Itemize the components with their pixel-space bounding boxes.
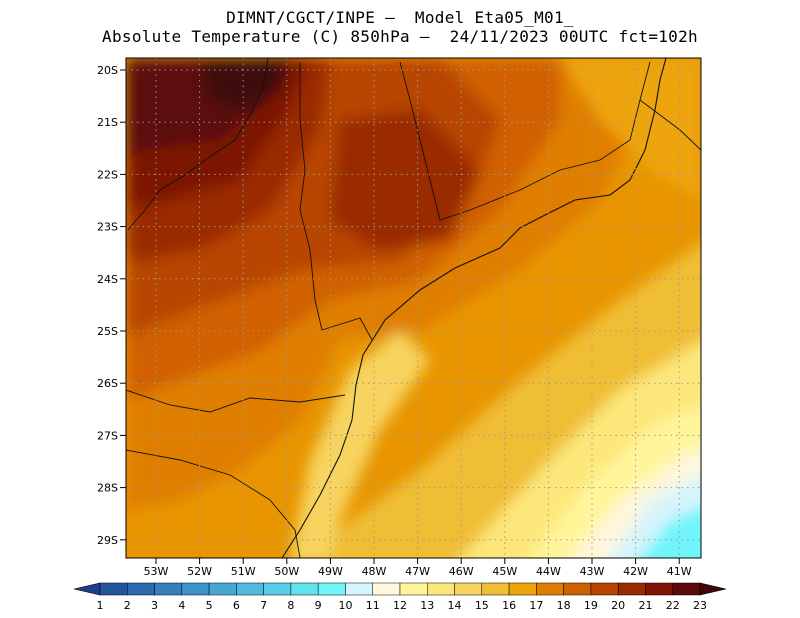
- colorbar-label: 1: [97, 599, 104, 612]
- colorbar-label: 11: [366, 599, 380, 612]
- colorbar-segment: [236, 582, 264, 596]
- lat-label: 27S: [97, 429, 118, 442]
- colorbar-label: 15: [475, 599, 489, 612]
- lat-label: 28S: [97, 482, 118, 495]
- lat-label: 29S: [97, 534, 118, 547]
- lon-label: 47W: [405, 565, 430, 578]
- lon-label: 49W: [318, 565, 343, 578]
- colorbar-segment: [536, 582, 564, 596]
- colorbar-segment: [399, 582, 428, 596]
- colorbar-segment: [617, 582, 646, 596]
- lat-label: 21S: [97, 116, 118, 129]
- longitude-axis: 53W 52W 51W 50W 49W 48W 47W 46W 45W 44W 43W 42W 41W: [144, 558, 692, 578]
- colorbar-label: 7: [260, 599, 267, 612]
- colorbar-segment: [290, 582, 319, 596]
- lon-label: 45W: [492, 565, 517, 578]
- colorbar-segment: [563, 582, 592, 596]
- lat-label: 24S: [97, 273, 118, 286]
- lon-label: 51W: [231, 565, 256, 578]
- colorbar-segment: [645, 582, 673, 596]
- colorbar-segment: [208, 582, 237, 596]
- lat-label: 20S: [97, 64, 118, 77]
- lon-label: 44W: [536, 565, 561, 578]
- map-subtitle: Absolute Temperature (C) 850hPa – 24/11/…: [102, 27, 698, 46]
- map-frame: [125, 57, 702, 559]
- colorbar-label: 6: [233, 599, 240, 612]
- colorbar-label: 19: [584, 599, 598, 612]
- colorbar-segment: [99, 582, 128, 596]
- colorbar-label: 17: [529, 599, 543, 612]
- colorbar-label: 14: [448, 599, 462, 612]
- lat-label: 23S: [97, 221, 118, 234]
- colorbar-label: 4: [178, 599, 185, 612]
- lon-label: 48W: [362, 565, 387, 578]
- colorbar-label: 16: [502, 599, 516, 612]
- temperature-field: [126, 58, 701, 558]
- lon-label: 43W: [580, 565, 605, 578]
- colorbar-segment: [345, 582, 373, 596]
- lon-label: 41W: [667, 565, 692, 578]
- colorbar-segment: [263, 582, 292, 596]
- map-title: DIMNT/CGCT/INPE – Model Eta05_M01_: [226, 8, 574, 27]
- lat-label: 26S: [97, 377, 118, 390]
- lon-label: 46W: [449, 565, 474, 578]
- state-boundaries: [126, 58, 701, 558]
- lat-lon-grid: [126, 58, 701, 558]
- colorbar-segment: [154, 582, 183, 596]
- colorbar-label: 12: [393, 599, 407, 612]
- colorbar-label: 20: [611, 599, 625, 612]
- colorbar-segment: [590, 582, 619, 596]
- colorbar-label: 23: [693, 599, 707, 612]
- coastline: [281, 58, 667, 558]
- latitude-axis: 20S 21S 22S 23S 24S 25S 26S 27S 28S 29S: [97, 64, 126, 547]
- colorbar-segment: [181, 582, 210, 596]
- colorbar-segment: [454, 582, 483, 596]
- colorbar-segment: [127, 582, 155, 596]
- colorbar-label: 5: [206, 599, 213, 612]
- colorbar-segment: [317, 582, 346, 596]
- colorbar-label: 8: [287, 599, 294, 612]
- colorbar-segment: [672, 582, 701, 596]
- colorbar-low-arrow: [73, 582, 101, 596]
- lat-label: 25S: [97, 325, 118, 338]
- colorbar-high-arrow: [699, 582, 727, 596]
- colorbar-label: 9: [315, 599, 322, 612]
- lon-label: 50W: [274, 565, 299, 578]
- colorbar-label: 10: [338, 599, 352, 612]
- colorbar-label: 2: [124, 599, 131, 612]
- lon-label: 42W: [623, 565, 648, 578]
- lon-label: 53W: [144, 565, 169, 578]
- colorbar-label: 13: [420, 599, 434, 612]
- colorbar: 1 2 3 4 5 6 7 8 9 10 11 12 13 14 15 16 17 18 19 20 21 22 23: [73, 582, 727, 612]
- colorbar-segment: [427, 582, 455, 596]
- colorbar-label: 18: [557, 599, 571, 612]
- lon-label: 52W: [187, 565, 212, 578]
- colorbar-label: 3: [151, 599, 158, 612]
- colorbar-segment: [481, 582, 510, 596]
- colorbar-segment: [508, 582, 537, 596]
- colorbar-label: 21: [638, 599, 652, 612]
- colorbar-segment: [372, 582, 401, 596]
- lat-label: 22S: [97, 168, 118, 181]
- colorbar-label: 22: [666, 599, 680, 612]
